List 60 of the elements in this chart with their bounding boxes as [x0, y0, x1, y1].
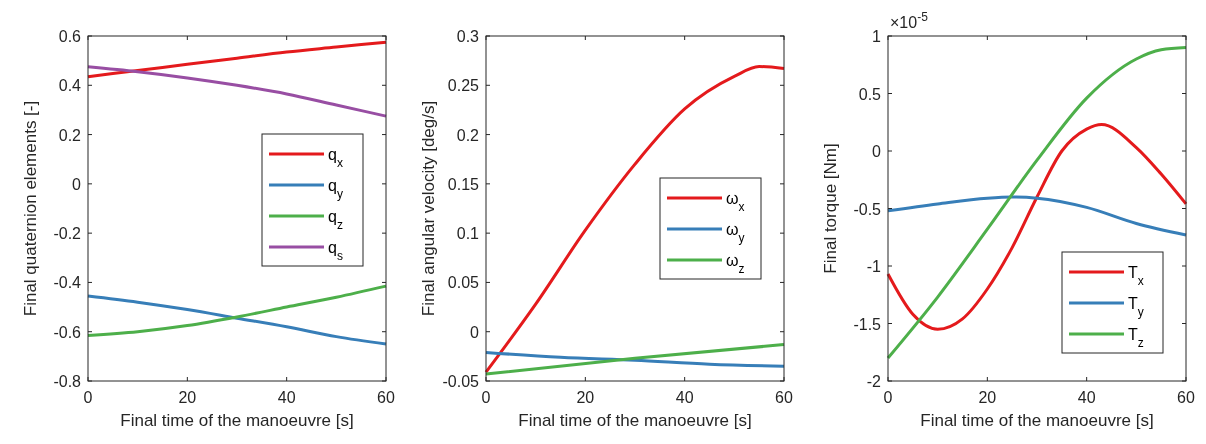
y-tick-label: 0: [470, 323, 480, 341]
x-tick-label: 0: [481, 389, 491, 406]
x-tick-label: 40: [675, 389, 694, 406]
line-series: [886, 46, 1188, 360]
x-tick-label: 40: [1077, 389, 1096, 406]
y-tick-label: -1.5: [853, 315, 882, 333]
x-tick-label: 20: [178, 389, 197, 406]
legend-label: q$_{x}$: [328, 146, 343, 170]
line-series: [886, 195, 1188, 237]
y-tick-label: 0.3: [456, 28, 480, 45]
y-tick-label: 0.1: [456, 225, 480, 243]
line-series: [484, 350, 786, 368]
line-series: [86, 284, 388, 337]
y-tick-label: 0: [72, 175, 82, 193]
y-tick-label: -0.2: [53, 225, 82, 243]
x-axis-title: Final time of the manoeuvre [s]: [518, 411, 752, 430]
y-tick-label: -0.05: [442, 373, 480, 390]
x-tick-label: 40: [277, 389, 296, 406]
legend-label: q$_{z}$: [328, 208, 343, 232]
x-tick-label: 0: [83, 389, 93, 406]
x-tick-label: 0: [883, 389, 893, 406]
y-tick-label: -0.5: [853, 200, 882, 218]
legend-label: q$_{s}$: [328, 239, 343, 263]
legend-label: T$_{x}$: [1128, 264, 1144, 288]
y-tick-label: 0.25: [447, 77, 480, 95]
y-tick-label: 0.15: [447, 175, 480, 193]
line-series: [484, 65, 786, 374]
legend-label: T$_{y}$: [1128, 295, 1144, 319]
line-series: [86, 65, 388, 118]
y-tick-label: -2: [866, 373, 882, 390]
y-axis-title: Final quaternion elements [-]: [21, 100, 40, 317]
y-tick-label: -0.4: [53, 274, 82, 292]
y-tick-label: 0.05: [447, 274, 480, 292]
x-tick-label: 60: [775, 389, 793, 406]
y-tick-label: 0.2: [456, 126, 480, 144]
y-tick-label: 0.4: [58, 77, 82, 95]
x-axis-title: Final time of the manoeuvre [s]: [920, 411, 1154, 430]
x-axis-title: Final time of the manoeuvre [s]: [120, 411, 354, 430]
x-tick-label: 20: [978, 389, 997, 406]
y-tick-label: -0.8: [53, 373, 82, 390]
y-tick-label: 1: [872, 28, 882, 45]
legend-label: T$_{z}$: [1128, 326, 1144, 350]
legend-label: ω$_{x}$: [726, 190, 745, 214]
legend-label: q$_{y}$: [328, 177, 343, 201]
line-series: [86, 294, 388, 346]
y-tick-label: 0.5: [858, 85, 882, 103]
line-series: [86, 40, 388, 79]
y-axis-title: Final angular velocity [deg/s]: [419, 100, 438, 317]
x-tick-label: 60: [377, 389, 395, 406]
y-tick-label: 0.2: [58, 126, 82, 144]
legend-label: ω$_{z}$: [726, 252, 745, 276]
text: ×10$^{-5}$: [890, 10, 929, 31]
y-tick-label: 0: [872, 143, 882, 160]
legend-label: ω$_{y}$: [726, 221, 745, 245]
y-tick-label: 0.6: [58, 28, 82, 45]
y-axis-title: Final torque [Nm]: [821, 143, 840, 274]
y-tick-label: -1: [866, 258, 882, 275]
x-tick-label: 20: [576, 389, 595, 406]
x-tick-label: 60: [1177, 389, 1195, 406]
y-tick-label: -0.6: [53, 323, 82, 341]
